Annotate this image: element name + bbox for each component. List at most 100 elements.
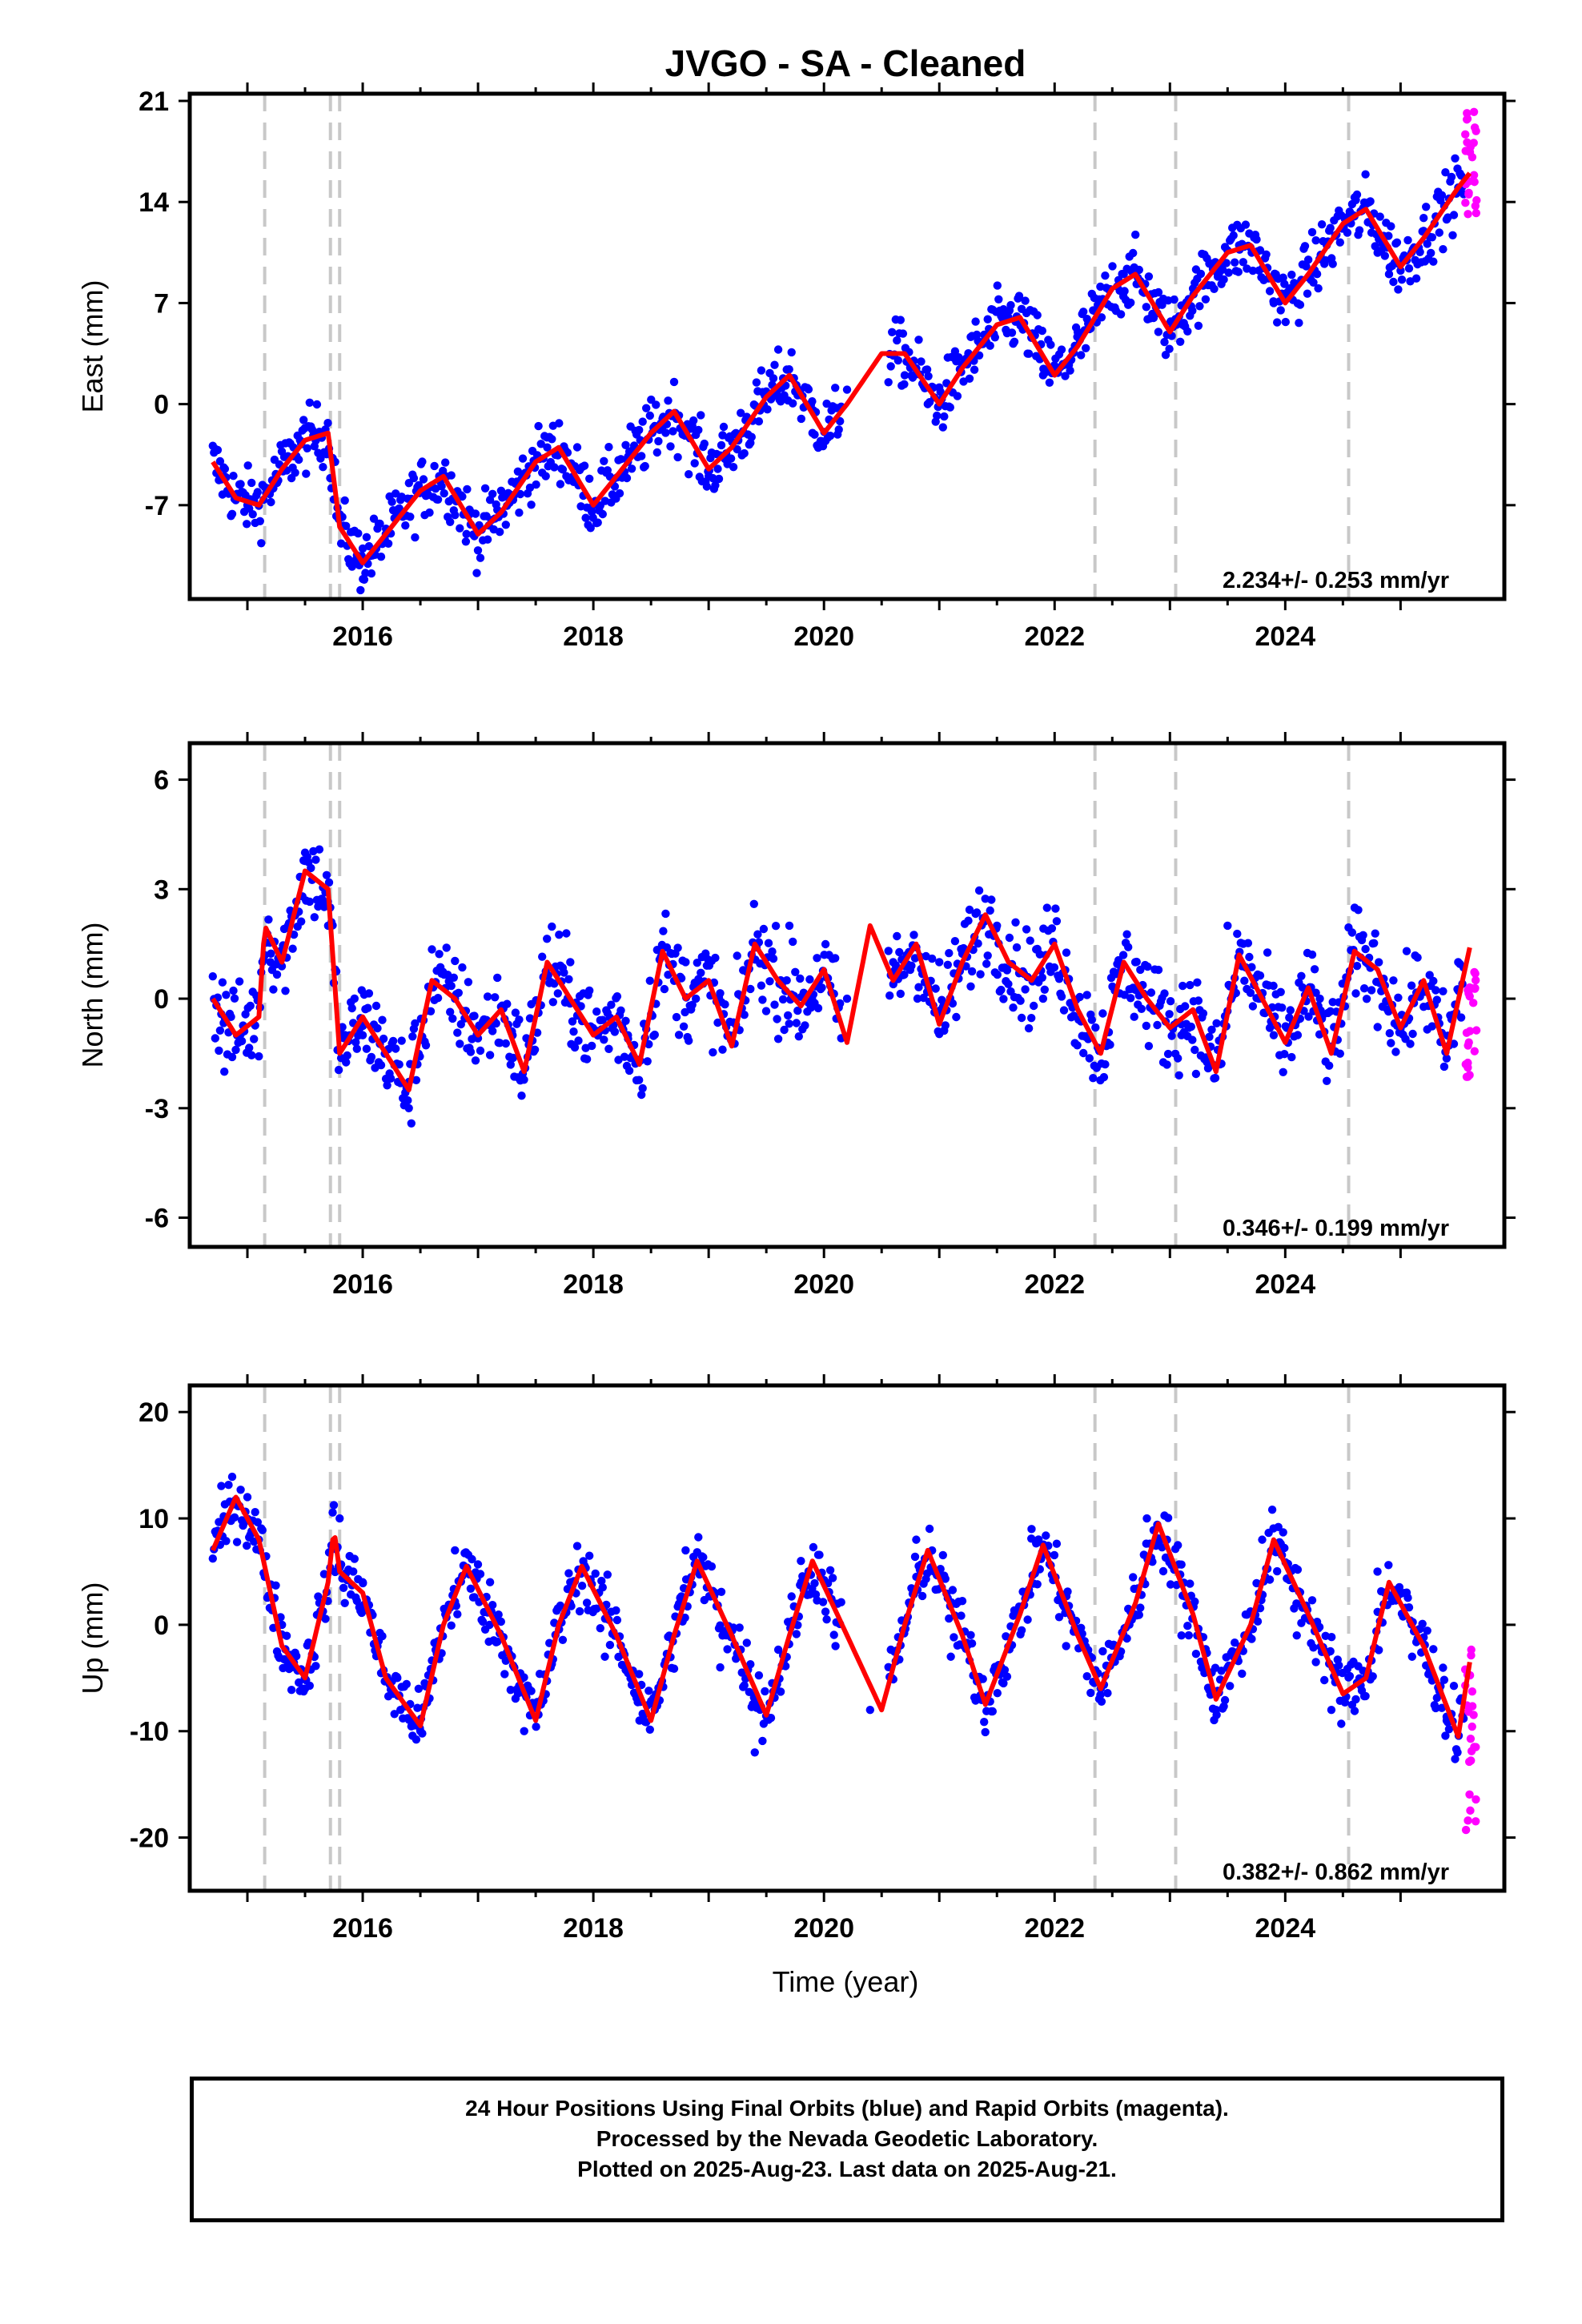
final-point xyxy=(1124,943,1133,951)
final-point xyxy=(770,360,779,369)
final-point xyxy=(1300,242,1310,251)
y-tick-label: 14 xyxy=(139,187,169,218)
final-point xyxy=(1439,1675,1449,1684)
final-point xyxy=(416,1727,425,1735)
final-point xyxy=(974,351,984,360)
final-point xyxy=(299,416,308,424)
final-point xyxy=(776,1687,785,1696)
final-point xyxy=(435,950,444,959)
y-tick-label: 7 xyxy=(154,288,169,319)
final-point xyxy=(616,455,625,464)
final-point xyxy=(957,1611,966,1620)
final-point xyxy=(1394,285,1403,294)
final-point xyxy=(222,1537,231,1546)
final-point xyxy=(281,987,290,995)
final-point xyxy=(796,974,805,983)
final-point xyxy=(771,922,781,931)
final-point xyxy=(1009,1003,1018,1012)
final-point xyxy=(1122,1634,1131,1643)
final-point xyxy=(1274,1522,1283,1532)
final-point xyxy=(383,1081,391,1090)
final-point xyxy=(449,973,458,983)
final-point xyxy=(1097,1697,1106,1706)
final-point xyxy=(924,372,933,380)
final-point xyxy=(1373,1023,1382,1031)
final-point xyxy=(588,1041,596,1051)
final-point xyxy=(1108,262,1117,271)
final-point xyxy=(931,984,940,993)
final-point xyxy=(1280,1543,1289,1553)
final-point xyxy=(1423,239,1431,248)
final-point xyxy=(446,517,455,526)
rapid-point xyxy=(1469,107,1479,116)
final-point xyxy=(666,442,675,451)
final-point xyxy=(347,562,356,571)
final-point xyxy=(1380,251,1390,260)
final-point xyxy=(769,374,778,383)
final-point xyxy=(1194,996,1203,1005)
final-point xyxy=(1201,295,1211,304)
x-tick-label: 2018 xyxy=(563,1913,624,1944)
final-point xyxy=(1144,272,1154,281)
final-point xyxy=(716,989,725,998)
x-tick-label: 2020 xyxy=(793,1269,854,1300)
final-point xyxy=(1276,987,1285,997)
y-tick-label: 6 xyxy=(154,766,169,796)
final-point xyxy=(1327,1633,1336,1642)
final-point xyxy=(600,456,608,465)
final-point xyxy=(810,1578,819,1588)
final-point xyxy=(1046,340,1055,349)
final-point xyxy=(1373,1567,1382,1576)
final-point xyxy=(1422,203,1431,211)
final-point xyxy=(1238,1669,1247,1679)
final-point xyxy=(1118,951,1128,959)
final-point xyxy=(1047,924,1057,933)
final-point xyxy=(1269,981,1278,991)
final-point xyxy=(1038,371,1048,380)
final-point xyxy=(558,465,568,474)
final-point xyxy=(215,456,225,466)
final-point xyxy=(773,345,783,354)
model-fit-line xyxy=(211,171,1472,565)
final-point xyxy=(999,995,1008,1003)
final-point xyxy=(713,464,722,473)
final-point xyxy=(453,1028,462,1037)
final-point xyxy=(310,913,319,922)
final-point xyxy=(451,511,460,520)
final-point xyxy=(1281,317,1291,327)
y-tick-label: -3 xyxy=(145,1094,169,1124)
final-point xyxy=(1302,262,1311,271)
final-point xyxy=(1245,952,1254,962)
final-point xyxy=(553,989,562,998)
final-point xyxy=(476,1570,485,1578)
final-point xyxy=(1423,1626,1431,1635)
final-point xyxy=(964,916,973,925)
chart-title: JVGO - SA - Cleaned xyxy=(665,42,1026,84)
final-point xyxy=(765,977,774,986)
final-point xyxy=(1396,266,1405,275)
final-point xyxy=(1273,318,1282,327)
final-point xyxy=(352,1596,361,1606)
final-point xyxy=(635,425,644,435)
final-point xyxy=(451,956,460,966)
final-point xyxy=(1402,947,1411,955)
final-point xyxy=(598,509,607,519)
final-point xyxy=(496,528,504,537)
final-point xyxy=(692,994,701,1003)
final-point xyxy=(480,484,490,493)
final-point xyxy=(1375,958,1383,967)
final-point xyxy=(1449,211,1459,219)
final-point xyxy=(699,1553,708,1562)
final-point xyxy=(1441,168,1450,177)
final-point xyxy=(993,970,1002,979)
final-point xyxy=(1073,328,1082,336)
final-point xyxy=(591,1569,600,1578)
final-point xyxy=(473,546,483,555)
final-point xyxy=(909,931,918,939)
final-point xyxy=(754,1671,764,1680)
final-point xyxy=(967,967,977,976)
final-point xyxy=(1174,1071,1183,1080)
final-point xyxy=(1166,997,1175,1006)
y-tick-label: -7 xyxy=(145,491,169,521)
final-point xyxy=(430,461,439,471)
